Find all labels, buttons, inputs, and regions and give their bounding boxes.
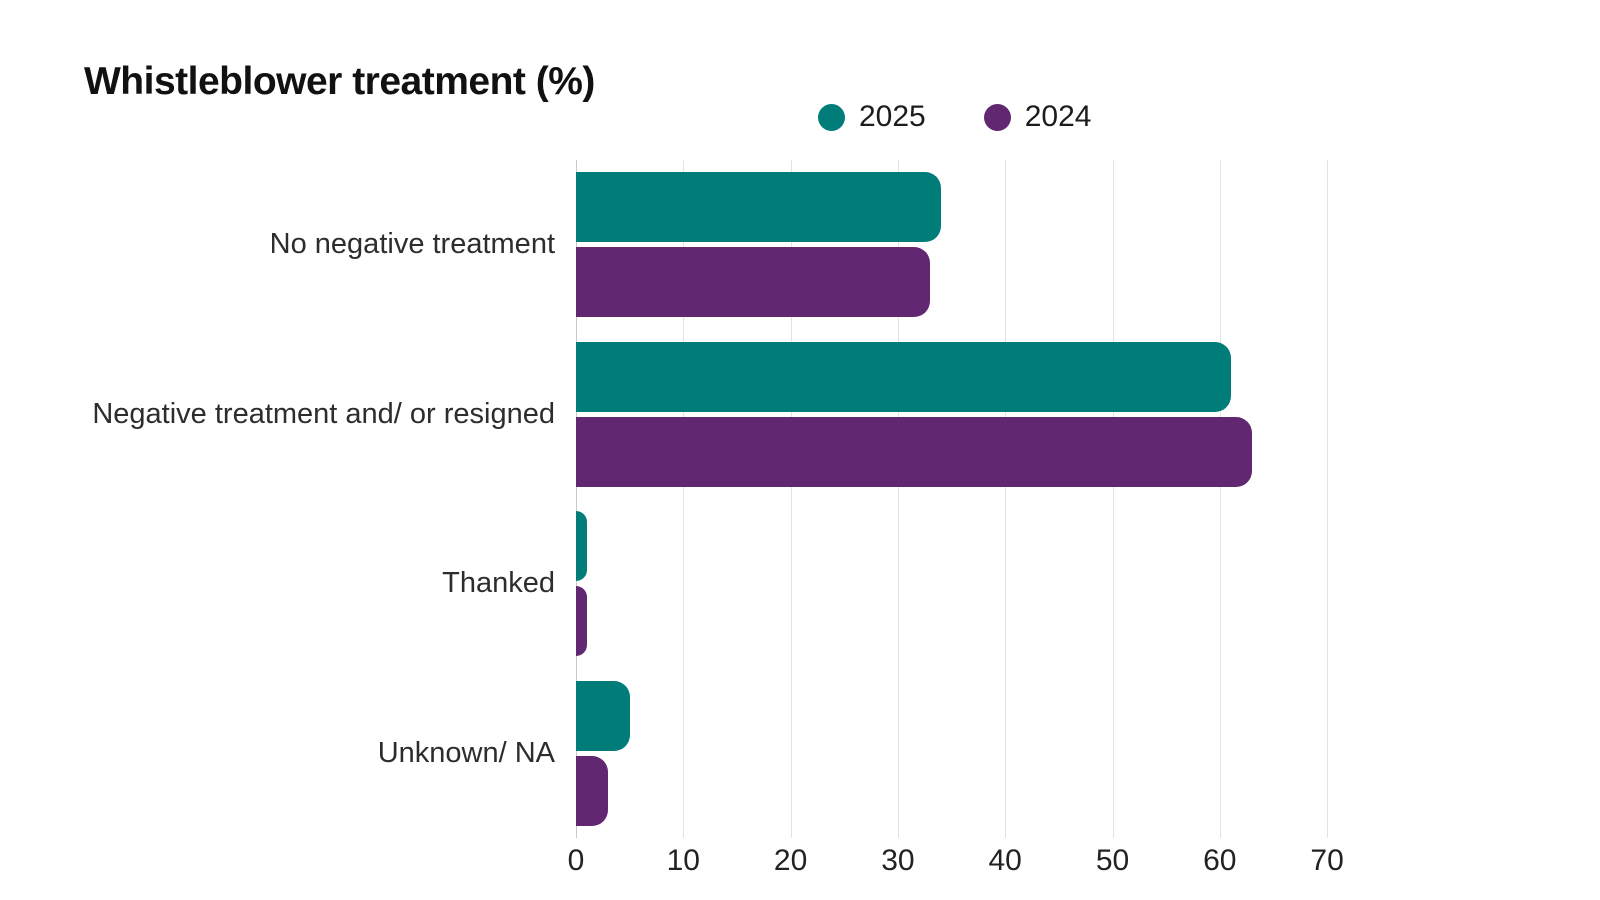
bar-2025 [576, 341, 1231, 412]
bar-group [576, 511, 587, 657]
bar-2024 [576, 247, 931, 318]
x-tick-label-20: 20 [773, 844, 808, 877]
legend: 2025 2024 [818, 100, 1092, 134]
category-row: Unknown/ NA [0, 669, 1460, 839]
bar-2025 [576, 172, 941, 243]
axis-line [576, 160, 577, 838]
category-label: Thanked [442, 567, 555, 600]
category-label: Unknown/ NA [377, 736, 555, 769]
bar-chart: No negative treatment Negative treatment … [0, 160, 1460, 900]
x-tick-label-40: 40 [988, 844, 1022, 877]
legend-label-2024: 2024 [1024, 100, 1092, 133]
category-label: Negative treatment and/ or resigned [92, 397, 555, 430]
legend-swatch-2025-icon [818, 103, 845, 131]
bar-group [576, 172, 941, 318]
bar-group [576, 341, 1252, 487]
bar-2024 [576, 755, 609, 826]
bar-2024 [576, 416, 1252, 487]
gridline-20 [790, 160, 792, 838]
bar-group [576, 680, 630, 826]
legend-label-2025: 2025 [859, 100, 926, 133]
category-label: No negative treatment [269, 228, 555, 261]
gridline-60 [1219, 160, 1221, 838]
x-tick-label-60: 60 [1203, 844, 1237, 877]
bar-2025 [576, 511, 587, 582]
category-row: No negative treatment [0, 160, 1460, 330]
page-title: Whistleblower treatment (%) [84, 60, 595, 103]
gridline-30 [897, 160, 899, 838]
x-tick-label-70: 70 [1310, 844, 1344, 877]
bar-2024 [576, 586, 587, 657]
gridline-70 [1327, 160, 1329, 838]
gridline-10 [683, 160, 685, 838]
legend-item-2024: 2024 [983, 100, 1092, 134]
x-tick-label-30: 30 [881, 844, 915, 877]
category-row: Negative treatment and/ or resigned [0, 330, 1460, 500]
gridline-40 [1005, 160, 1007, 838]
x-tick-label-0: 0 [567, 844, 585, 877]
category-row: Thanked [0, 499, 1460, 669]
x-tick-label-50: 50 [1095, 844, 1130, 877]
legend-item-2025: 2025 [818, 100, 926, 134]
legend-swatch-2024-icon [983, 103, 1011, 131]
bar-2025 [576, 680, 630, 751]
gridline-50 [1112, 160, 1114, 838]
x-tick-label-10: 10 [666, 844, 700, 877]
